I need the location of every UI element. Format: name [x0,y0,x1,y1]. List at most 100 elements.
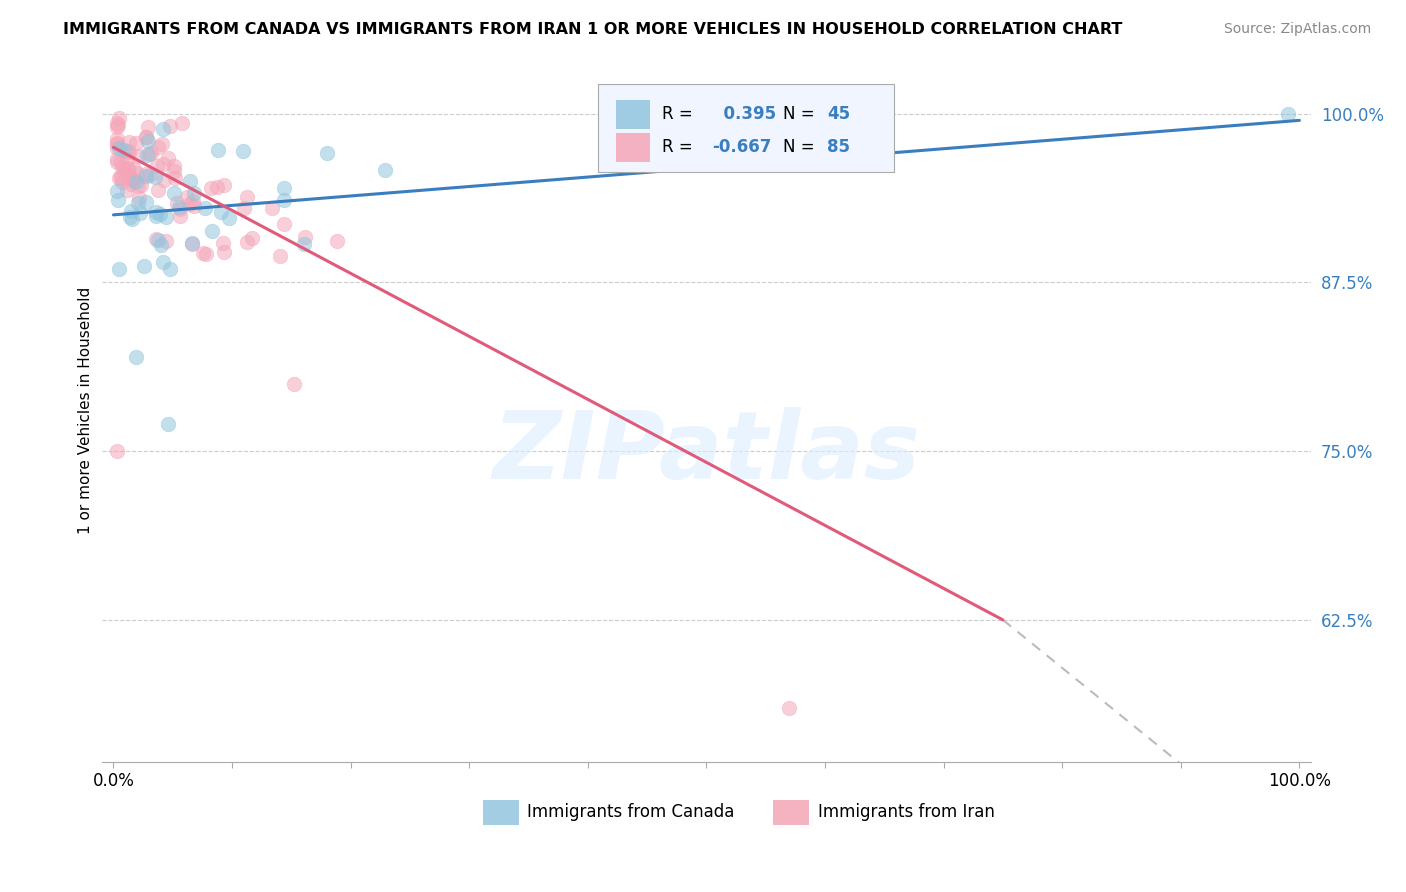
Text: -0.667: -0.667 [713,138,772,156]
Point [167,200,190,214]
Point [326,234,349,248]
Point [207,143,229,157]
Point [181,194,204,209]
Point [209,205,232,219]
Point [181,236,204,251]
Point [120,177,142,191]
Point [105,132,128,146]
Point [214,245,236,260]
Point [148,140,170,154]
Point [125,175,148,189]
Point [157,417,180,431]
Point [105,136,128,151]
Point [146,183,169,197]
FancyBboxPatch shape [773,799,810,825]
Text: Immigrants from Iran: Immigrants from Iran [818,803,994,822]
Text: N =: N = [783,105,814,123]
Point [146,159,169,173]
Point [232,144,254,158]
Point [155,211,177,225]
Point [108,141,131,155]
Point [135,195,157,210]
FancyBboxPatch shape [616,100,650,129]
Point [118,210,141,224]
Point [212,178,235,192]
Point [169,202,191,216]
Point [179,174,201,188]
FancyBboxPatch shape [616,133,650,162]
Point [152,121,174,136]
Point [124,161,146,176]
Text: R =: R = [662,138,692,156]
Point [118,170,141,185]
Point [166,196,188,211]
Point [176,189,198,203]
Point [117,162,139,177]
Point [179,196,201,211]
Point [273,181,295,195]
Point [115,152,138,166]
Point [128,191,150,205]
Point [1277,106,1299,120]
Point [232,201,254,215]
Point [111,160,134,174]
Point [315,146,337,161]
Point [105,136,128,150]
Text: N =: N = [783,138,814,156]
Point [114,162,136,177]
Text: 45: 45 [827,105,851,123]
Point [107,193,129,207]
Point [150,136,173,151]
Point [201,224,224,238]
Point [118,145,141,159]
Point [145,204,167,219]
Point [170,116,193,130]
Point [242,231,264,245]
Point [138,120,160,134]
Point [136,134,159,148]
Text: ZIPatlas: ZIPatlas [492,407,921,499]
Point [195,247,218,261]
Point [152,255,174,269]
Point [110,170,132,185]
Point [139,168,162,182]
Point [122,174,145,188]
Point [155,234,177,248]
Point [115,183,138,197]
Point [143,169,166,184]
Point [374,163,396,178]
Point [121,212,143,227]
Point [127,179,149,194]
Text: R =: R = [662,105,692,123]
Text: IMMIGRANTS FROM CANADA VS IMMIGRANTS FROM IRAN 1 OR MORE VEHICLES IN HOUSEHOLD C: IMMIGRANTS FROM CANADA VS IMMIGRANTS FRO… [63,22,1122,37]
Point [778,700,800,714]
Point [294,229,316,244]
Point [107,261,129,276]
Point [194,201,217,215]
Point [125,350,148,364]
Point [110,154,132,169]
Point [273,193,295,207]
Point [117,161,139,175]
Point [152,173,174,187]
Point [125,136,148,150]
Point [127,149,149,163]
Point [135,169,157,183]
Point [159,119,181,133]
Point [148,234,170,248]
Point [269,249,291,263]
Text: 0.395: 0.395 [713,105,776,123]
Point [135,130,157,145]
Point [120,204,142,219]
Point [107,115,129,129]
Point [150,237,173,252]
Text: Source: ZipAtlas.com: Source: ZipAtlas.com [1223,22,1371,37]
Point [107,118,129,132]
Point [105,120,128,134]
Point [141,145,163,160]
Point [163,186,186,200]
Point [117,135,139,149]
Point [218,211,240,225]
Y-axis label: 1 or more Vehicles in Household: 1 or more Vehicles in Household [79,287,93,534]
Point [236,190,259,204]
